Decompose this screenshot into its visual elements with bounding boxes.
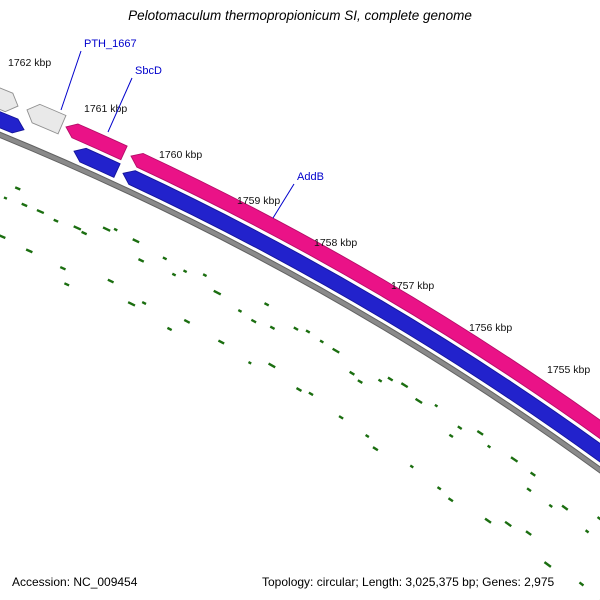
feature-dash [21, 202, 28, 208]
ruler-label: 1756 kbp [469, 322, 512, 334]
feature-dash [107, 278, 115, 284]
feature-dash [349, 370, 355, 376]
feature-dash [486, 444, 492, 449]
feature-dash [247, 361, 252, 365]
feature-dash [73, 225, 82, 231]
gene-segment-SbcD [65, 123, 128, 161]
feature-dash [202, 273, 208, 278]
feature-dash [457, 425, 463, 430]
gene-label-leader [107, 77, 133, 133]
gene-segment [73, 147, 121, 178]
feature-dash [171, 272, 177, 277]
feature-dash [36, 208, 45, 215]
ruler-label: 1755 kbp [547, 364, 590, 376]
feature-dash [561, 504, 569, 511]
gene-segment-AddB [130, 153, 600, 440]
feature-dash [447, 497, 454, 503]
feature-dash [584, 529, 590, 534]
feature-dash [543, 561, 552, 568]
feature-dash [578, 581, 585, 587]
gene-segment [0, 87, 19, 113]
ruler-label: 1761 kbp [84, 103, 127, 115]
feature-dash [526, 487, 532, 493]
feature-dash [319, 339, 324, 344]
feature-dash [377, 378, 383, 383]
ruler-label: 1760 kbp [159, 149, 202, 161]
feature-dash [237, 309, 243, 313]
gene-label-leader [60, 50, 82, 111]
feature-dash [448, 433, 454, 439]
feature-dash [59, 265, 67, 271]
feature-dash [308, 391, 314, 397]
feature-dash [400, 382, 409, 389]
gene-label-SbcD: SbcD [135, 65, 162, 77]
feature-dash [141, 301, 147, 306]
ruler-label: 1759 kbp [237, 195, 280, 207]
page-title: Pelotomaculum thermopropionicum SI, comp… [128, 8, 472, 23]
feature-dash [250, 318, 257, 324]
feature-dash [183, 318, 191, 324]
feature-dash [267, 362, 276, 369]
feature-dash [53, 218, 59, 223]
feature-dash [414, 397, 423, 404]
accession-text: Accession: NC_009454 [12, 575, 138, 589]
feature-dash [14, 186, 21, 191]
gene-label-PTH_1667: PTH_1667 [84, 38, 137, 50]
feature-dash [529, 471, 536, 477]
gene-segment [0, 111, 25, 134]
feature-dash [434, 403, 439, 408]
ruler-label: 1758 kbp [314, 237, 357, 249]
feature-dash [113, 227, 118, 232]
feature-dash [293, 326, 299, 331]
feature-dash [102, 226, 111, 232]
feature-dash [137, 258, 145, 263]
feature-dash [263, 302, 270, 307]
feature-dash [436, 486, 442, 491]
feature-dash [364, 434, 370, 439]
feature-dash [295, 387, 303, 393]
feature-dash [596, 516, 600, 521]
feature-dash [409, 464, 414, 469]
gene-segment [122, 170, 600, 463]
feature-dash [338, 415, 344, 420]
feature-dash [25, 248, 33, 254]
gene-label-AddB: AddB [297, 171, 324, 183]
feature-dash [548, 503, 553, 508]
feature-dash [63, 282, 70, 287]
gene-label-leader [272, 183, 295, 219]
feature-dash [504, 520, 512, 528]
feature-dash [166, 326, 173, 332]
feature-dash [213, 289, 222, 296]
feature-dash [525, 530, 532, 536]
feature-dash [332, 347, 340, 354]
feature-dash [305, 329, 311, 334]
feature-dash [162, 256, 168, 261]
feature-dash [127, 301, 136, 307]
ruler-label: 1757 kbp [391, 280, 434, 292]
feature-dash [182, 269, 188, 274]
genome-stats-text: Topology: circular; Length: 3,025,375 bp… [262, 575, 555, 589]
feature-dash [3, 196, 8, 200]
feature-dash [387, 376, 394, 382]
feature-dash [510, 456, 519, 463]
feature-dash [269, 325, 276, 330]
feature-dash [132, 238, 140, 244]
feature-dash [484, 517, 492, 524]
feature-dash [357, 379, 363, 384]
backbone-ring [0, 131, 600, 474]
feature-dash [81, 230, 88, 236]
ruler-label: 1762 kbp [8, 57, 51, 69]
feature-dash [0, 234, 6, 240]
feature-dash [476, 429, 484, 436]
feature-dash [372, 446, 379, 452]
feature-dash [217, 339, 225, 345]
gene-segment-PTH_1667 [26, 103, 67, 135]
